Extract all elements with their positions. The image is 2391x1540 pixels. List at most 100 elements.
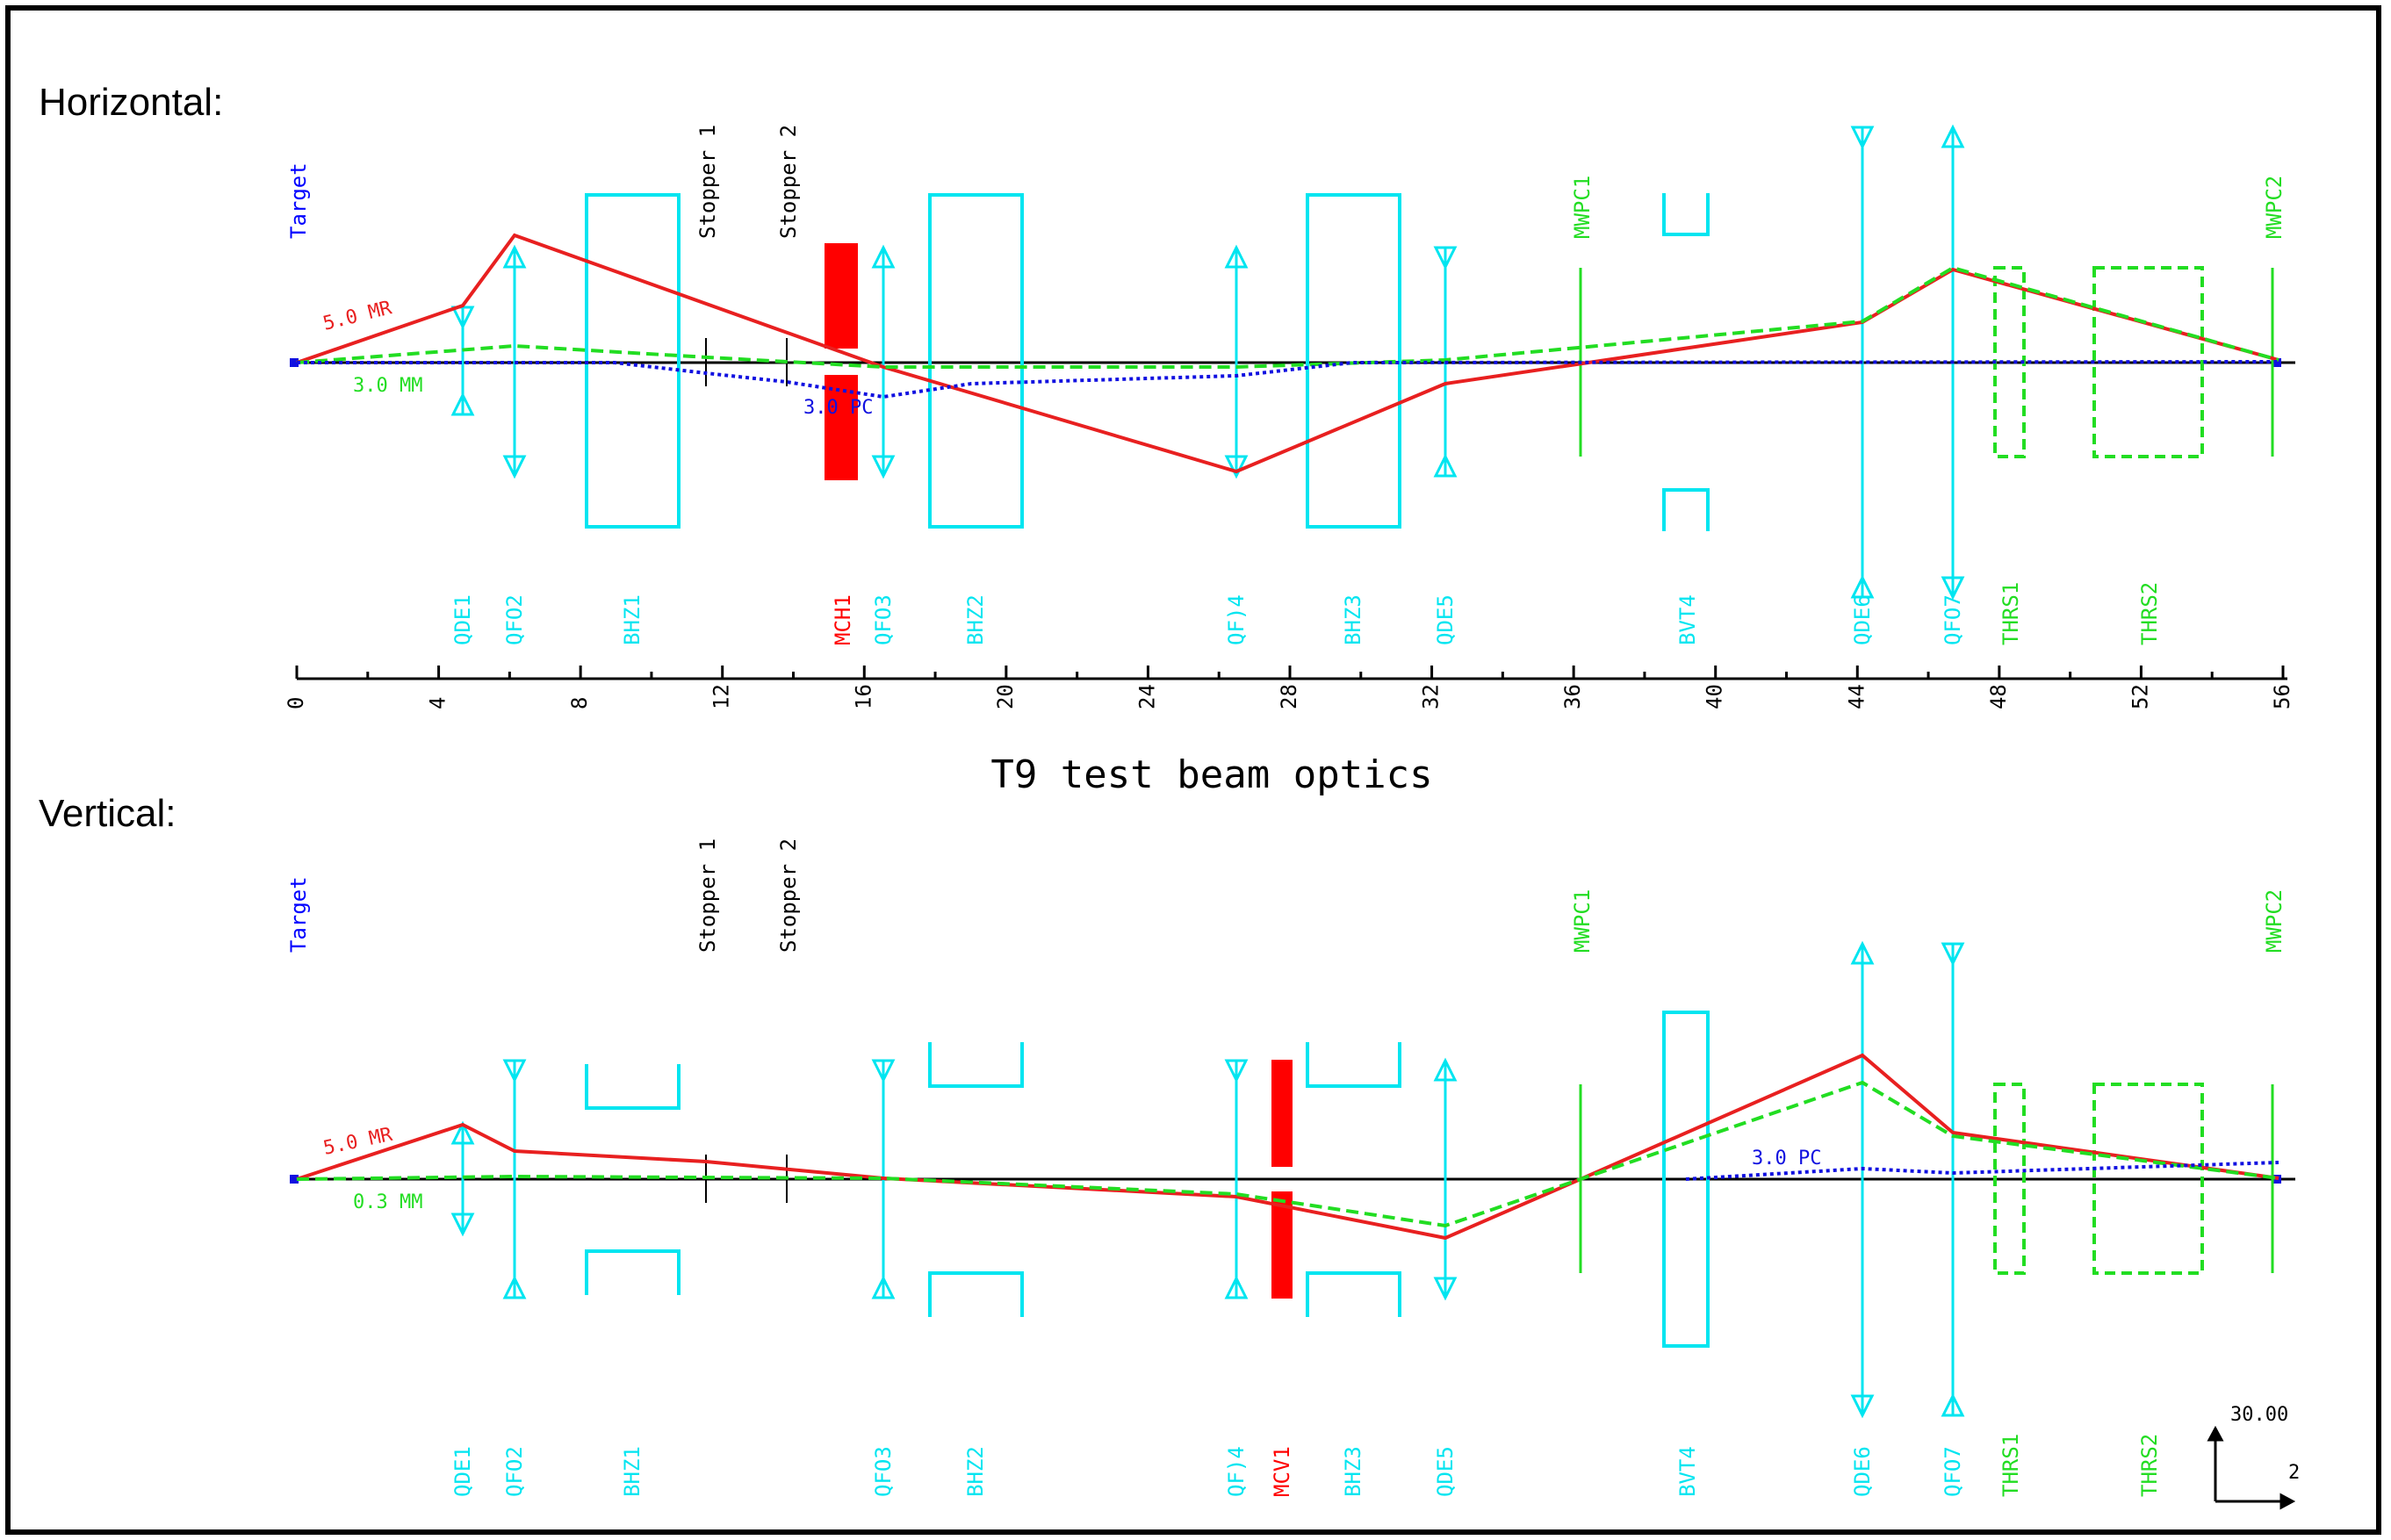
v-ray-green-label: 0.3 MM <box>353 1191 422 1213</box>
v-label-qde6: QDE6 <box>1850 1446 1875 1497</box>
h-bhz3 <box>1306 193 1401 529</box>
scale-vertical-label: 30.00 <box>2230 1404 2288 1426</box>
h-bvt4 <box>1662 193 1710 531</box>
h-bottom-labels: QDE1 QFO2 BHZ1 MCH1 QFO3 BHZ2 QF)4 BHZ3 QDE5 BVT4… <box>450 582 2162 645</box>
h-label-qde1: QDE1 <box>450 594 475 645</box>
h-label-qfo2: QFO2 <box>502 594 527 645</box>
v-label-mwpc1: MWPC1 <box>1570 889 1595 953</box>
horizontal-panel <box>290 124 2295 680</box>
v-mcv1-upper <box>1271 1060 1293 1167</box>
v-label-mcv1: MCV1 <box>1270 1446 1294 1497</box>
v-ray-blue-label: 3.0 PC <box>1752 1148 1821 1169</box>
v-thrs2 <box>2092 1083 2204 1275</box>
axis-tick-label: 12 <box>709 684 734 709</box>
h-qde1 <box>450 306 475 416</box>
h-label-qde5: QDE5 <box>1433 594 1458 645</box>
h-bhz2 <box>928 193 1024 529</box>
h-label-thrs1: THRS1 <box>1999 582 2023 645</box>
v-label-qfo2: QFO2 <box>502 1446 527 1497</box>
v-label-bvt4: BVT4 <box>1675 1446 1700 1497</box>
h-ray-red-label: 5.0 MR <box>320 297 394 335</box>
h-label-mch1: MCH1 <box>831 594 855 645</box>
v-qfo7 <box>1941 942 1965 1417</box>
h-ray-green <box>296 265 2279 369</box>
v-thrs1 <box>1993 1083 2026 1275</box>
axis-tick-label: 40 <box>1703 684 1727 709</box>
scale-indicator <box>2207 1425 2296 1510</box>
h-label-mwpc2: MWPC2 <box>2262 176 2287 239</box>
h-label-qfo3: QFO3 <box>871 594 896 645</box>
v-label-thrs1: THRS1 <box>1999 1434 2023 1497</box>
h-label-thrs2: THRS2 <box>2137 582 2162 645</box>
v-label-thrs2: THRS2 <box>2137 1434 2162 1497</box>
axis-tick-label: 36 <box>1560 684 1585 709</box>
h-label-bhz1: BHZ1 <box>620 594 645 645</box>
axis-tick-label: 44 <box>1844 684 1869 709</box>
v-bottom-labels: QDE1 QFO2 BHZ1 QFO3 BHZ2 QF)4 MCV1 BHZ3 QDE5 BVT4… <box>450 1434 2162 1497</box>
h-ray-red <box>296 233 2279 474</box>
axis-tick-label: 0 <box>284 697 308 709</box>
h-label-bhz2: BHZ2 <box>963 594 988 645</box>
v-label-bhz1: BHZ1 <box>620 1446 645 1497</box>
axis-tick-label: 52 <box>2128 684 2152 709</box>
h-thrs2 <box>2092 266 2204 458</box>
v-target-marker <box>290 1175 299 1184</box>
h-label-stopper1: Stopper 1 <box>695 125 720 239</box>
h-label-qde6: QDE6 <box>1850 594 1875 645</box>
axis-tick-label: 28 <box>1277 684 1301 709</box>
v-label-qde5: QDE5 <box>1433 1446 1458 1497</box>
axis-tick-label: 8 <box>567 697 592 709</box>
v-ray-red <box>296 1053 2279 1241</box>
v-label-target: Target <box>286 876 311 953</box>
v-label-qfo3: QFO3 <box>871 1446 896 1497</box>
diagram-title: T9 test beam optics <box>990 752 1432 797</box>
axis-tick-label: 16 <box>851 684 875 709</box>
h-label-mwpc1: MWPC1 <box>1570 176 1595 239</box>
h-ray-blue <box>297 360 2279 399</box>
v-label-bhz3: BHZ3 <box>1341 1446 1365 1497</box>
v-qfo2 <box>502 1059 527 1299</box>
scale-horizontal-label: 2 <box>2288 1462 2300 1484</box>
h-distance-axis <box>295 666 2287 680</box>
h-label-qfo7: QFO7 <box>1941 594 1965 645</box>
axis-tick-label: 48 <box>1986 684 2011 709</box>
v-label-bhz2: BHZ2 <box>963 1446 988 1497</box>
v-ray-red-label: 5.0 MR <box>321 1124 395 1160</box>
v-label-mwpc2: MWPC2 <box>2262 889 2287 953</box>
vertical-panel <box>290 940 2296 1510</box>
vertical-section-label: Vertical: <box>39 792 176 835</box>
axis-tick-label: 24 <box>1134 684 1159 709</box>
h-qfo4 <box>1224 244 1249 479</box>
axis-tick-label: 20 <box>993 684 1018 709</box>
horizontal-section-label: Horizontal: <box>39 81 224 124</box>
v-ray-green <box>296 1080 2279 1228</box>
h-qfo3 <box>871 244 896 479</box>
v-label-qfo4: QF)4 <box>1224 1446 1249 1497</box>
v-bhz3 <box>1306 1042 1401 1317</box>
axis-tick-label: 32 <box>1419 684 1444 709</box>
v-bhz1 <box>585 1064 681 1295</box>
v-qfo4 <box>1224 1059 1249 1299</box>
h-ray-blue-label: 3.0 PC <box>803 397 873 419</box>
v-label-qde1: QDE1 <box>450 1446 475 1497</box>
v-ray-blue <box>1685 1161 2279 1181</box>
v-bhz2 <box>928 1042 1024 1317</box>
h-target-marker <box>290 358 299 367</box>
h-label-target: Target <box>286 162 311 239</box>
v-top-labels: Target Stopper 1 Stopper 2 MWPC1 MWPC2 <box>286 838 2287 953</box>
h-label-qfo4: QF)4 <box>1224 594 1249 645</box>
h-label-bvt4: BVT4 <box>1675 594 1700 645</box>
v-label-stopper2: Stopper 2 <box>776 838 801 953</box>
v-qde6 <box>1850 940 1875 1419</box>
diagram-frame <box>5 5 2381 1535</box>
h-axis-tick-labels: 0 4 8 12 16 20 24 28 32 36 40 44 48 52 56 <box>284 684 2294 709</box>
h-mch1-upper <box>825 243 858 349</box>
v-label-qfo7: QFO7 <box>1941 1446 1965 1497</box>
v-label-stopper1: Stopper 1 <box>695 838 720 953</box>
h-top-labels: Target Stopper 1 Stopper 2 MWPC1 MWPC2 <box>286 125 2287 239</box>
h-label-bhz3: BHZ3 <box>1341 594 1365 645</box>
v-qde5 <box>1433 1057 1458 1301</box>
axis-tick-label: 56 <box>2270 684 2294 709</box>
v-mcv1-lower <box>1271 1191 1293 1299</box>
axis-tick-label: 4 <box>426 697 450 709</box>
